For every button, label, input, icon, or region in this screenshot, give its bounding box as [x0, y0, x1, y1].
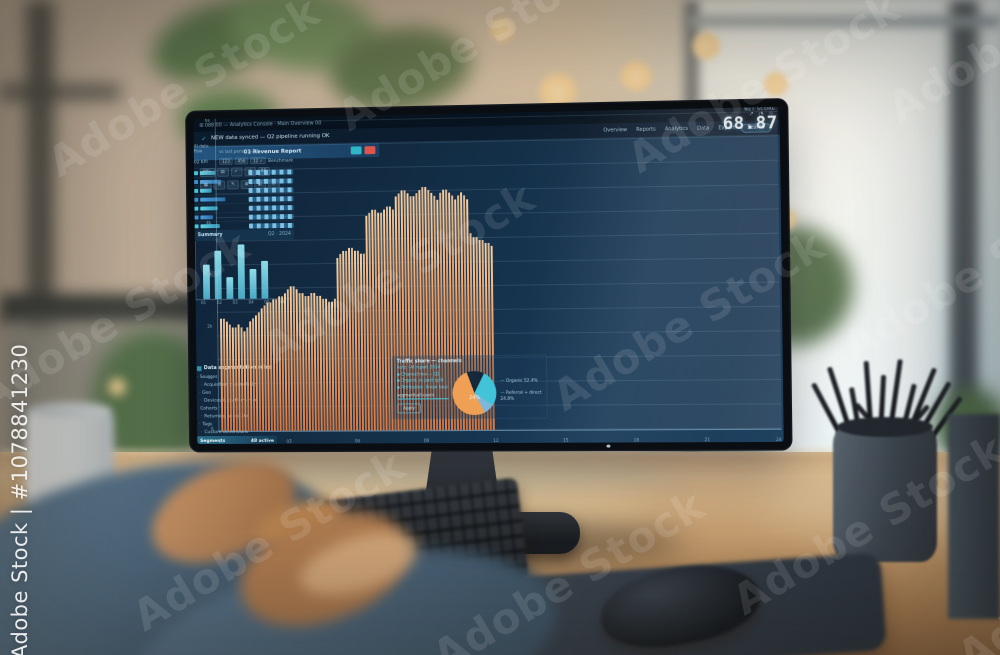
- wall-beam: [26, 0, 54, 335]
- bokeh-light: [488, 16, 516, 44]
- desk-edge: [0, 449, 1000, 454]
- form-line: ▪ Attribution: linear touch: [396, 383, 449, 390]
- x-tick: 18: [633, 437, 640, 443]
- segment-input[interactable]: segment-all-users: [397, 392, 449, 400]
- y-tick: 2k: [207, 324, 213, 330]
- y-tick: 3k: [206, 272, 212, 278]
- pie-callouts: Organic 52.4% Referral + direct 24.8%: [500, 371, 543, 415]
- pie-callout: Organic 52.4%: [500, 379, 542, 385]
- x-tick: 15: [563, 437, 569, 443]
- x-axis-ticks: 00 03 06 09 12 15 18 21 24: [218, 432, 782, 444]
- x-tick: 24: [776, 436, 782, 442]
- pie-center-label: 24%: [468, 395, 481, 402]
- bokeh-light: [762, 70, 790, 98]
- apply-button[interactable]: Apply: [397, 403, 421, 414]
- wall-beam-horizontal: [0, 84, 120, 100]
- pen-cup: [833, 417, 937, 562]
- traffic-share-panel: Traffic share — channels Auto · AI repor…: [391, 354, 548, 420]
- x-tick: 21: [704, 437, 711, 443]
- x-tick: 03: [286, 438, 292, 444]
- x-tick: 12: [493, 437, 499, 443]
- monitor: ⊞ 088 00 — Analytics Console · Main Over…: [186, 99, 792, 451]
- bokeh-light: [690, 30, 722, 62]
- y-tick: 4k: [206, 221, 212, 227]
- y-tick: 0: [210, 427, 214, 433]
- form-line: ▪ Organic vs paid split: [396, 377, 444, 383]
- shelf: [0, 294, 218, 326]
- y-axis-ticks: 6k 5k 4k 3k 2k 1k 0: [193, 119, 216, 433]
- y-tick: 1k: [207, 375, 214, 381]
- x-tick: 00: [218, 439, 224, 444]
- pie-form-column: ▪ Channel mix — Q2 ▪ Organic vs paid spli…: [397, 371, 449, 415]
- pie-callout: Referral + direct 24.8%: [500, 391, 542, 403]
- x-tick: 06: [354, 438, 361, 444]
- device-right-edge: [948, 414, 1000, 619]
- dashboard-screen: ⊞ 088 00 — Analytics Console · Main Over…: [193, 106, 784, 445]
- traffic-pie-chart: 24%: [452, 370, 497, 416]
- y-tick: 6k: [204, 118, 210, 124]
- candle-light: [104, 372, 130, 402]
- y-tick: 5k: [205, 170, 211, 176]
- window-sash: [688, 16, 1000, 27]
- bokeh-light: [618, 58, 654, 94]
- pie-panel-body: ▪ Channel mix — Q2 ▪ Organic vs paid spli…: [397, 370, 543, 416]
- x-tick: 09: [423, 438, 430, 444]
- pie-panel-subtitle: Auto · AI report 2024: [396, 364, 441, 370]
